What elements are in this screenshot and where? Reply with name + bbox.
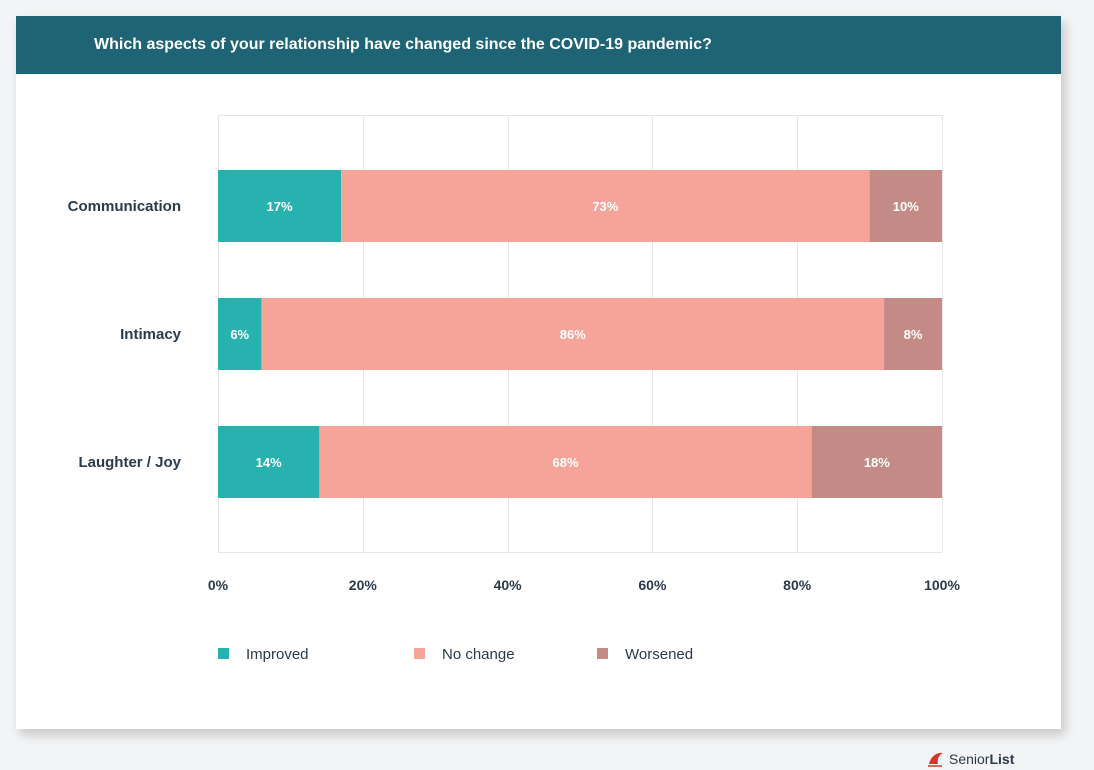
category-label: Laughter / Joy <box>78 454 181 471</box>
x-tick-label: 40% <box>494 577 523 593</box>
legend-label: Worsened <box>625 646 693 663</box>
x-tick-label: 0% <box>208 577 229 593</box>
bar-segment <box>261 298 885 370</box>
brand-name: SeniorList <box>949 751 1014 767</box>
legend-label: Improved <box>246 646 309 663</box>
bar-segment <box>319 426 812 498</box>
chart-card: Which aspects of your relationship have … <box>16 16 1061 729</box>
chart-header: Which aspects of your relationship have … <box>16 16 1061 74</box>
category-label: Communication <box>68 198 181 215</box>
bar-segment <box>884 298 942 370</box>
category-label: Intimacy <box>120 326 182 343</box>
legend-swatch <box>414 648 425 659</box>
brand-name-prefix: Senior <box>949 751 990 767</box>
data-label: 73% <box>592 199 618 214</box>
chart-title: Which aspects of your relationship have … <box>94 36 712 53</box>
brand-name-suffix: List <box>989 751 1015 767</box>
brand-logo: SeniorList <box>926 750 1014 768</box>
data-label: 18% <box>864 455 890 470</box>
x-tick-label: 80% <box>783 577 812 593</box>
seniorlist-logo-icon <box>928 752 943 767</box>
x-tick-label: 20% <box>349 577 378 593</box>
data-label: 14% <box>256 455 282 470</box>
bar-segment <box>218 298 262 370</box>
bar-segment <box>341 170 870 242</box>
bar-segment <box>218 170 342 242</box>
data-label: 86% <box>560 327 586 342</box>
data-label: 8% <box>904 327 923 342</box>
x-tick-label: 60% <box>638 577 667 593</box>
bar-segment <box>811 426 942 498</box>
bar-segment <box>869 170 942 242</box>
legend-label: No change <box>442 646 515 663</box>
legend-swatch <box>218 648 229 659</box>
bar-segment <box>218 426 320 498</box>
data-label: 17% <box>267 199 293 214</box>
legend-swatch <box>597 648 608 659</box>
data-label: 10% <box>893 199 919 214</box>
data-label: 68% <box>553 455 579 470</box>
x-tick-label: 100% <box>924 577 960 593</box>
data-label: 6% <box>230 327 249 342</box>
